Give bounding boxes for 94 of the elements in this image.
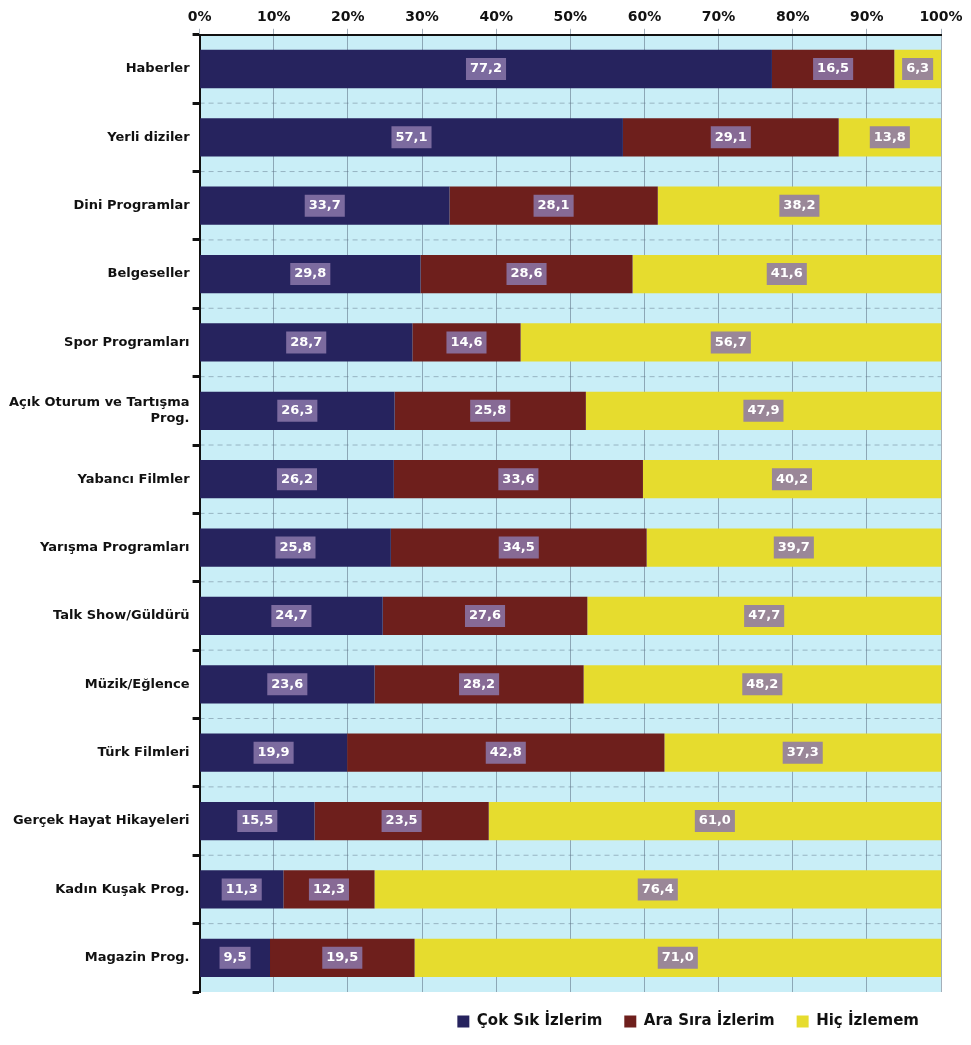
x-tick-label: 40% <box>479 8 513 25</box>
bar <box>420 254 633 294</box>
legend-label: Hiç İzlemem <box>816 1010 920 1030</box>
data-label: 13,8 <box>873 128 906 144</box>
data-label: 71,0 <box>661 949 694 965</box>
y-tick-label: Magazin Prog. <box>84 949 190 965</box>
x-tick-label: 60% <box>627 8 662 25</box>
data-label: 9,5 <box>223 949 247 965</box>
bar <box>622 118 839 157</box>
data-label: 23,6 <box>271 675 304 691</box>
data-label: 26,3 <box>281 402 314 418</box>
x-tick-label: 50% <box>553 8 588 25</box>
data-label: 39,7 <box>777 538 810 554</box>
data-label: 40,2 <box>775 470 809 486</box>
data-label: 38,2 <box>783 197 816 213</box>
data-label: 6,3 <box>906 60 930 76</box>
data-label: 19,9 <box>257 744 290 760</box>
bar <box>664 733 941 772</box>
bar <box>414 938 941 977</box>
bar <box>632 254 941 294</box>
x-tick-label: 100% <box>919 8 963 25</box>
data-label: 24,7 <box>275 607 308 623</box>
y-tick-label: Müzik/Eğlence <box>84 675 190 691</box>
data-label: 27,6 <box>468 607 502 623</box>
data-label: 57,1 <box>395 128 428 144</box>
x-tick-label: 80% <box>775 8 810 25</box>
bar <box>583 665 941 704</box>
data-label: 29,8 <box>294 265 327 281</box>
x-tick-label: 70% <box>701 8 736 25</box>
data-label: 14,6 <box>450 333 483 349</box>
data-label: 19,5 <box>326 949 359 965</box>
bar <box>200 254 421 294</box>
x-tick-label: 0% <box>187 8 212 25</box>
bar <box>488 801 941 841</box>
data-label: 25,8 <box>279 538 312 554</box>
data-label: 28,2 <box>463 675 496 691</box>
y-tick-label: Yabancı Filmler <box>76 470 191 486</box>
data-label: 41,6 <box>770 265 803 281</box>
data-label: 77,2 <box>469 60 503 76</box>
data-label: 16,5 <box>817 60 850 76</box>
bar <box>587 596 941 636</box>
data-label: 33,6 <box>502 470 535 486</box>
y-tick-label: Gerçek Hayat Hikayeleri <box>12 812 190 828</box>
data-label: 47,9 <box>747 402 780 418</box>
data-label: 26,2 <box>280 470 313 486</box>
bar <box>520 323 941 362</box>
data-label: 47,7 <box>748 607 781 623</box>
bar <box>200 323 413 362</box>
data-label: 61,0 <box>698 812 731 828</box>
data-label: 34,5 <box>502 538 535 554</box>
y-tick-label: Haberler <box>125 60 191 76</box>
data-label: 25,8 <box>474 402 507 418</box>
bar <box>642 460 941 499</box>
data-label: 29,1 <box>714 128 747 144</box>
bar <box>449 186 658 225</box>
bar <box>200 186 450 225</box>
y-tick-label: Yerli diziler <box>106 128 191 144</box>
data-label: 15,5 <box>241 812 274 828</box>
x-tick-label: 90% <box>850 8 884 25</box>
data-label: 33,7 <box>308 197 341 213</box>
bar <box>585 391 941 430</box>
data-label: 56,7 <box>714 333 747 349</box>
data-label: 28,6 <box>510 265 543 281</box>
y-tick-label: Talk Show/Güldürü <box>53 607 190 623</box>
data-label: 42,8 <box>489 744 522 760</box>
y-tick-label: Yarışma Programları <box>39 538 190 554</box>
bar <box>200 118 623 157</box>
data-label: 11,3 <box>225 880 258 896</box>
x-tick-label: 10% <box>256 8 291 25</box>
x-tick-label: 30% <box>405 8 439 25</box>
legend-label: Ara Sıra İzlerim <box>643 1010 775 1030</box>
data-label: 12,3 <box>312 880 345 896</box>
data-label: 28,7 <box>290 333 323 349</box>
data-label: 37,3 <box>786 744 819 760</box>
x-tick-label: 20% <box>331 8 365 25</box>
bar <box>646 528 941 567</box>
bar <box>374 870 941 909</box>
bar <box>347 733 665 772</box>
y-tick-label: Dini Programlar <box>73 197 191 213</box>
bar <box>393 460 643 499</box>
legend-label: Çok Sık İzlerim <box>476 1010 603 1030</box>
data-label: 76,4 <box>641 880 674 896</box>
y-tick-label: Kadın Kuşak Prog. <box>55 880 190 896</box>
data-label: 48,2 <box>746 675 779 691</box>
bar <box>200 49 772 89</box>
y-tick-label: Belgeseller <box>107 265 191 281</box>
y-tick-label: Spor Programları <box>64 333 190 349</box>
y-tick-label: Açık Oturum ve Tartışma Prog. <box>8 394 190 426</box>
data-label: 28,1 <box>537 197 570 213</box>
data-label: 23,5 <box>385 812 418 828</box>
bar <box>657 186 941 225</box>
bar <box>390 528 647 567</box>
bar <box>374 665 584 704</box>
y-tick-label: Türk Filmleri <box>97 744 190 760</box>
